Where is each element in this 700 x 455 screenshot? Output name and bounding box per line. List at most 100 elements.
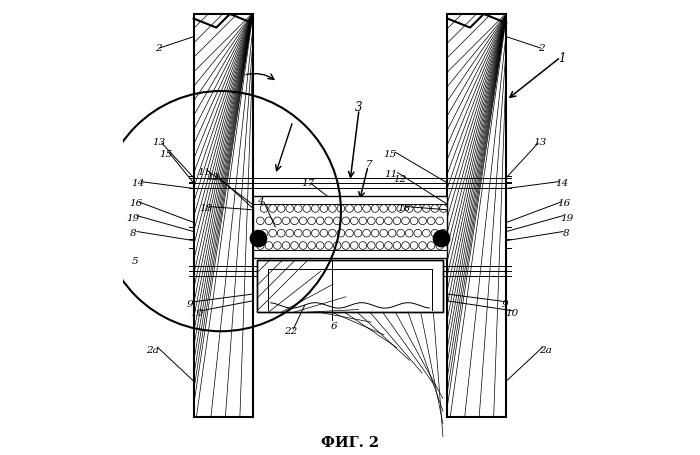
- Circle shape: [299, 242, 307, 250]
- Text: 6: 6: [330, 322, 337, 331]
- Circle shape: [384, 217, 392, 225]
- Circle shape: [354, 230, 362, 238]
- Circle shape: [269, 230, 276, 238]
- Circle shape: [427, 217, 435, 225]
- Text: 4: 4: [257, 197, 264, 206]
- Bar: [194, 15, 253, 417]
- Circle shape: [376, 242, 384, 250]
- Circle shape: [384, 242, 392, 250]
- Circle shape: [256, 242, 264, 250]
- Circle shape: [282, 217, 290, 225]
- Circle shape: [303, 230, 311, 238]
- Text: 15: 15: [384, 150, 396, 159]
- Circle shape: [312, 230, 319, 238]
- Text: 7: 7: [366, 160, 373, 169]
- Circle shape: [376, 217, 384, 225]
- Text: 16: 16: [557, 198, 570, 207]
- Text: 13: 13: [533, 138, 546, 147]
- Circle shape: [440, 230, 447, 238]
- Circle shape: [269, 205, 276, 213]
- Circle shape: [286, 230, 293, 238]
- Circle shape: [433, 231, 449, 247]
- Circle shape: [419, 242, 426, 250]
- Bar: [253, 197, 447, 258]
- Circle shape: [423, 205, 430, 213]
- Circle shape: [351, 242, 358, 250]
- Circle shape: [295, 205, 302, 213]
- Circle shape: [402, 242, 409, 250]
- Text: 15: 15: [159, 150, 172, 159]
- Circle shape: [436, 217, 444, 225]
- Circle shape: [299, 217, 307, 225]
- Circle shape: [325, 242, 332, 250]
- Text: 17: 17: [302, 179, 315, 187]
- Circle shape: [410, 242, 418, 250]
- Text: 2: 2: [155, 45, 162, 53]
- Circle shape: [389, 205, 396, 213]
- Circle shape: [402, 217, 409, 225]
- Circle shape: [354, 205, 362, 213]
- Text: 11: 11: [384, 170, 398, 179]
- Circle shape: [328, 205, 336, 213]
- Text: 18: 18: [397, 204, 410, 213]
- Circle shape: [371, 205, 379, 213]
- Circle shape: [440, 205, 447, 213]
- Circle shape: [274, 242, 281, 250]
- Text: 9: 9: [187, 299, 194, 308]
- Circle shape: [359, 217, 367, 225]
- Circle shape: [431, 230, 439, 238]
- Bar: [447, 15, 506, 417]
- Circle shape: [256, 217, 264, 225]
- Text: 8: 8: [564, 228, 570, 238]
- Circle shape: [333, 242, 341, 250]
- Circle shape: [380, 205, 388, 213]
- Circle shape: [320, 230, 328, 238]
- Circle shape: [325, 217, 332, 225]
- Text: 1: 1: [559, 51, 566, 65]
- Bar: [257, 261, 443, 313]
- Circle shape: [277, 205, 285, 213]
- Text: 3: 3: [356, 101, 363, 114]
- Circle shape: [410, 217, 418, 225]
- Circle shape: [389, 230, 396, 238]
- Bar: [447, 15, 506, 417]
- Circle shape: [427, 242, 435, 250]
- Circle shape: [397, 230, 405, 238]
- Circle shape: [286, 205, 293, 213]
- Circle shape: [290, 217, 298, 225]
- Circle shape: [312, 205, 319, 213]
- Circle shape: [337, 230, 345, 238]
- Text: ФИГ. 2: ФИГ. 2: [321, 435, 379, 449]
- Text: 19: 19: [127, 213, 140, 222]
- Text: 11: 11: [197, 168, 211, 177]
- Circle shape: [251, 231, 267, 247]
- Text: 10: 10: [505, 308, 519, 317]
- Circle shape: [397, 205, 405, 213]
- Circle shape: [265, 217, 273, 225]
- Bar: [194, 15, 253, 417]
- Circle shape: [308, 242, 316, 250]
- Circle shape: [393, 242, 401, 250]
- Text: 16: 16: [130, 198, 143, 207]
- Circle shape: [277, 230, 285, 238]
- Text: 9: 9: [502, 299, 508, 308]
- Circle shape: [368, 242, 375, 250]
- Circle shape: [260, 230, 268, 238]
- Circle shape: [393, 217, 401, 225]
- Circle shape: [295, 230, 302, 238]
- Text: 12: 12: [393, 174, 407, 183]
- Circle shape: [414, 205, 421, 213]
- Circle shape: [419, 217, 426, 225]
- Circle shape: [436, 242, 444, 250]
- Text: 2a: 2a: [146, 345, 159, 354]
- Circle shape: [423, 230, 430, 238]
- Circle shape: [368, 217, 375, 225]
- Circle shape: [346, 230, 354, 238]
- Circle shape: [371, 230, 379, 238]
- Circle shape: [337, 205, 345, 213]
- Text: 13: 13: [152, 138, 165, 147]
- Text: 22: 22: [284, 326, 297, 335]
- Circle shape: [328, 230, 336, 238]
- Circle shape: [308, 217, 316, 225]
- Bar: [257, 261, 443, 313]
